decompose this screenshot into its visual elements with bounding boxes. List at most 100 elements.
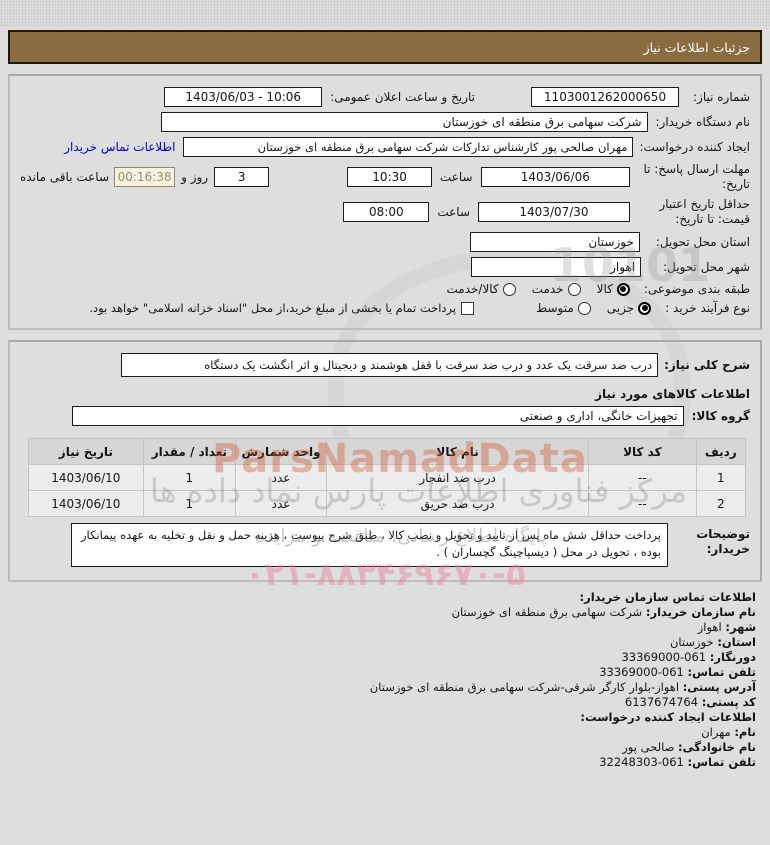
col-item-name: نام کالا bbox=[326, 438, 590, 465]
list-item: اطلاعات ایجاد کننده درخواست: bbox=[14, 710, 756, 725]
contact-value: اهواز-بلوار کارگر شرقی-شرکت سهامی برق من… bbox=[369, 680, 680, 694]
col-qty: تعداد / مقدار bbox=[142, 438, 237, 465]
col-unit: واحد شمارش bbox=[235, 438, 328, 465]
need-number-label: شماره نیاز: bbox=[693, 90, 750, 104]
buyer-contact-link[interactable]: اطلاعات تماس خریدار bbox=[64, 140, 176, 154]
need-number-input[interactable]: 1103001262000650 bbox=[531, 87, 679, 107]
page-title: جزئیات اطلاعات نیاز bbox=[643, 39, 750, 55]
cell-item-code: -- bbox=[588, 464, 697, 491]
cell-unit: عدد bbox=[235, 490, 328, 517]
announce-datetime-input[interactable]: 1403/06/03 - 10:06 bbox=[164, 87, 323, 107]
contact-label-last-name: نام خانوادگی: bbox=[678, 740, 756, 754]
list-item: اطلاعات تماس سازمان خریدار: bbox=[14, 590, 756, 605]
reply-deadline-date-input[interactable]: 1403/06/06 bbox=[480, 167, 630, 187]
countdown-value: 00:16:38 bbox=[117, 170, 172, 184]
items-table-header-row: ردیف کد کالا نام کالا واحد شمارش تعداد /… bbox=[28, 438, 747, 465]
need-number-row: شماره نیاز: 1103001262000650 تاریخ و ساع… bbox=[20, 87, 750, 107]
contact-value: خوزستان bbox=[669, 635, 714, 649]
creator-value: مهران صالحی پور کارشناس تدارکات شرکت سها… bbox=[257, 140, 628, 154]
classification-option-goods-services[interactable]: کالا/خدمت bbox=[446, 282, 499, 296]
buyer-org-label: نام دستگاه خریدار: bbox=[655, 115, 751, 129]
cell-need-date: 1403/06/10 bbox=[28, 490, 144, 517]
cell-item-code: -- bbox=[588, 490, 697, 517]
list-item: تلفن تماس: 32248303-061 bbox=[14, 755, 756, 770]
classification-option-services[interactable]: خدمت bbox=[531, 282, 564, 296]
purchase-type-option-medium[interactable]: متوسط bbox=[536, 301, 574, 315]
delivery-province-input[interactable]: خوزستان bbox=[469, 232, 640, 252]
contact-block: اطلاعات تماس سازمان خریدار: نام سازمان خ… bbox=[14, 590, 756, 770]
col-need-date: تاریخ نیاز bbox=[28, 438, 144, 465]
contact-value: 6137674764 bbox=[624, 695, 699, 709]
remaining-days-label: روز و bbox=[181, 170, 209, 184]
purchase-type-label: نوع فرآیند خرید : bbox=[665, 301, 750, 315]
contact-label-city: شهر: bbox=[725, 620, 756, 634]
reply-deadline-hour-input[interactable]: 10:30 bbox=[347, 167, 432, 187]
radio-icon-goods[interactable] bbox=[616, 282, 630, 296]
col-item-code: کد کالا bbox=[588, 438, 697, 465]
creator-input[interactable]: مهران صالحی پور کارشناس تدارکات شرکت سها… bbox=[183, 137, 634, 157]
remaining-days-input[interactable]: 3 bbox=[214, 167, 270, 187]
buyer-org-input[interactable]: شرکت سهامی برق منطقه ای خوزستان bbox=[160, 112, 648, 132]
delivery-city-value: اهواز bbox=[610, 260, 636, 274]
item-group-input[interactable]: تجهیزات خانگی، اداری و صنعتی bbox=[71, 406, 684, 426]
creator-row: ایجاد کننده درخواست: مهران صالحی پور کار… bbox=[20, 137, 750, 157]
radio-icon-goods-services[interactable] bbox=[502, 282, 516, 296]
items-heading: اطلاعات کالاهای مورد نیاز bbox=[595, 387, 750, 401]
buyer-org-value: شرکت سهامی برق منطقه ای خوزستان bbox=[442, 115, 642, 129]
need-number-value: 1103001262000650 bbox=[543, 90, 667, 104]
delivery-city-input[interactable]: اهواز bbox=[471, 257, 642, 277]
buyer-notes-value: پرداخت حداقل شش ماه پس از تایید و تحویل … bbox=[80, 528, 661, 559]
radio-icon-minor[interactable] bbox=[638, 301, 652, 315]
top-texture-strip bbox=[0, 0, 770, 26]
treasury-checkbox-label: پرداخت تمام یا بخشی از مبلغ خرید،از محل … bbox=[89, 301, 457, 315]
purchase-type-option-minor[interactable]: جزیی bbox=[606, 301, 635, 315]
delivery-province-row: استان محل تحویل: خوزستان bbox=[20, 232, 750, 252]
need-desc-input[interactable]: درب ضد سرقت یک عدد و درب ضد سرقت با قفل … bbox=[121, 353, 659, 377]
radio-icon-medium[interactable] bbox=[577, 301, 591, 315]
reply-deadline-label: مهلت ارسال پاسخ: تا تاریخ: bbox=[643, 162, 750, 191]
need-desc-row: شرح کلی نیاز: درب ضد سرقت یک عدد و درب ض… bbox=[20, 353, 750, 377]
contact-value: شرکت سهامی برق منطقه ای خوزستان bbox=[451, 605, 643, 619]
contact-label-address: آدرس پستی: bbox=[682, 680, 756, 694]
radio-icon-services[interactable] bbox=[567, 282, 581, 296]
contact-value: 32248303-061 bbox=[599, 755, 684, 769]
price-validity-hour-input[interactable]: 08:00 bbox=[343, 202, 430, 222]
delivery-province-value: خوزستان bbox=[588, 235, 634, 249]
page-title-bar: جزئیات اطلاعات نیاز bbox=[8, 30, 762, 64]
classification-option-goods[interactable]: کالا bbox=[596, 282, 613, 296]
contact-label-first-name: نام: bbox=[734, 725, 756, 739]
price-validity-hour: 08:00 bbox=[369, 205, 404, 219]
table-row: 2 -- درب ضد حریق عدد 1 1403/06/10 bbox=[28, 490, 747, 517]
cell-qty: 1 bbox=[142, 490, 237, 517]
cell-qty: 1 bbox=[142, 464, 237, 491]
announce-datetime-label: تاریخ و ساعت اعلان عمومی: bbox=[330, 90, 475, 104]
price-validity-hour-label: ساعت bbox=[437, 205, 470, 219]
remaining-days: 3 bbox=[237, 170, 246, 184]
contact-label-province: استان: bbox=[717, 635, 756, 649]
contact-label-org-name: نام سازمان خریدار: bbox=[645, 605, 756, 619]
price-validity-label: حداقل تاریخ اعتبار قیمت: تا تاریخ: bbox=[659, 197, 750, 226]
cell-item-name: درب ضد حریق bbox=[326, 490, 590, 517]
buyer-notes-input[interactable]: پرداخت حداقل شش ماه پس از تایید و تحویل … bbox=[71, 523, 668, 567]
list-item: شهر: اهواز bbox=[14, 620, 756, 635]
buyer-notes-row: توضیحات خریدار: پرداخت حداقل شش ماه پس ا… bbox=[20, 523, 750, 567]
item-group-label: گروه کالا: bbox=[691, 409, 750, 423]
contact-value: مهران bbox=[701, 725, 731, 739]
list-item: استان: خوزستان bbox=[14, 635, 756, 650]
countdown-label: ساعت باقی مانده bbox=[19, 170, 110, 184]
items-table: ردیف کد کالا نام کالا واحد شمارش تعداد /… bbox=[28, 438, 747, 517]
cell-row-no: 1 bbox=[695, 464, 747, 491]
creator-label: ایجاد کننده درخواست: bbox=[639, 140, 750, 154]
contact-value: صالحی پور bbox=[622, 740, 675, 754]
checkbox-icon-treasury[interactable] bbox=[461, 301, 475, 315]
item-group-row: گروه کالا: تجهیزات خانگی، اداری و صنعتی bbox=[20, 406, 750, 426]
need-desc-label: شرح کلی نیاز: bbox=[664, 358, 750, 372]
need-info-section: شماره نیاز: 1103001262000650 تاریخ و ساع… bbox=[8, 74, 762, 330]
contact-value: اهواز bbox=[697, 620, 722, 634]
price-validity-date-input[interactable]: 1403/07/30 bbox=[478, 202, 630, 222]
need-desc-value: درب ضد سرقت یک عدد و درب ضد سرقت با قفل … bbox=[204, 358, 653, 372]
cell-unit: عدد bbox=[235, 464, 328, 491]
contact-value: 33369000-061 bbox=[621, 650, 707, 664]
price-validity-date: 1403/07/30 bbox=[519, 205, 589, 219]
reply-deadline-hour-label: ساعت bbox=[439, 170, 473, 184]
